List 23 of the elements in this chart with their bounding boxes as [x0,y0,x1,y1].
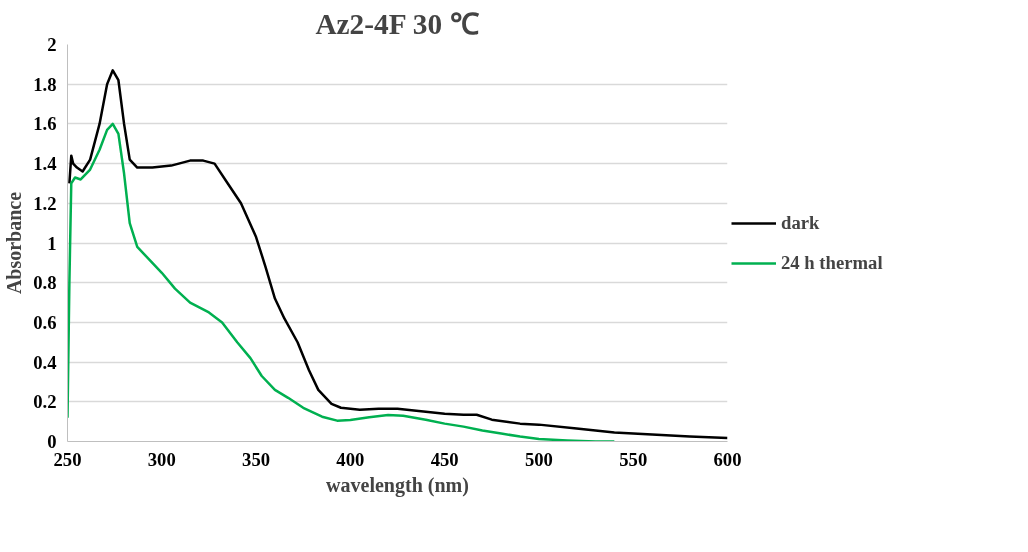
line-series [67,122,616,442]
x-tick-label: 300 [147,448,176,470]
x-axis-title: wavelength (nm) [326,473,469,497]
y-axis-title: Absorbance [3,191,26,295]
legend-label: 24 h thermal [781,251,883,274]
x-tick-label: 350 [242,448,271,470]
y-tick-label: 1 [47,232,57,254]
y-tick-label: 1.4 [33,153,57,175]
y-tick-label: 2 [47,34,57,55]
y-tick-label: 0.4 [33,351,57,373]
y-tick-label: 0.2 [33,391,57,413]
y-tick-label: 1.6 [33,113,57,135]
y-tick-label: 1.2 [33,192,57,214]
y-tick-label: 0.8 [33,272,57,294]
y-tick-label: 1.8 [33,73,57,95]
x-tick-label: 600 [713,448,742,470]
x-tick-label: 550 [619,448,648,470]
x-tick-label: 400 [336,448,365,470]
y-tick-label: 0.6 [33,311,57,333]
x-tick-label: 450 [430,448,459,470]
chart-title: Az2-4F 30 ℃ [315,7,480,40]
x-tick-label: 500 [524,448,553,470]
legend-label: dark [781,211,820,234]
